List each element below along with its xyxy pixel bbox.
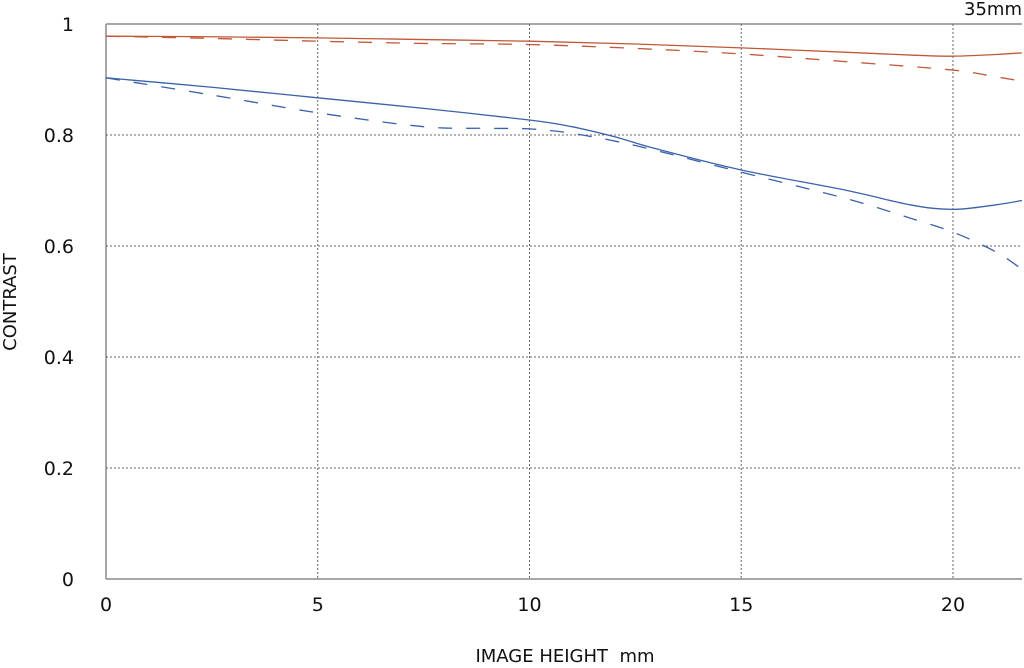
series-line-2-dashed [105,35,1023,82]
y-tick-label: 0.4 [44,347,74,369]
chart-title: 35mm [964,0,1022,20]
y-tick-label: 0.6 [44,236,74,258]
y-tick-label: 0.8 [44,125,74,147]
series-line-4-dashed [105,77,1023,270]
y-tick-label: 0 [62,569,74,591]
x-tick-label: 0 [100,594,112,616]
series-line-3-solid [105,77,1023,211]
y-tick-label: 1 [62,14,74,36]
x-tick-label: 20 [941,594,965,616]
tick-labels: 0 5 10 15 20 0 0.2 0.4 0.6 0.8 1 [44,14,965,616]
y-tick-label: 0.2 [44,458,74,480]
x-axis-label: IMAGE HEIGHT mm [475,646,654,667]
series-line-1-solid [105,35,1023,57]
y-axis-label: CONTRAST [0,252,21,351]
x-tick-label: 10 [517,594,541,616]
series-group [105,35,1023,270]
x-tick-label: 15 [729,594,753,616]
grid [105,23,1022,580]
x-tick-label: 5 [312,594,324,616]
